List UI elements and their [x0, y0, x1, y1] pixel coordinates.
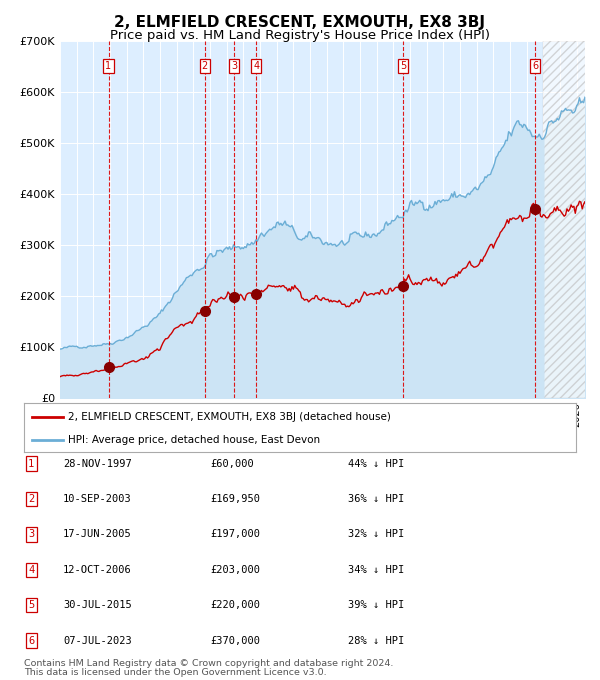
Text: 2: 2 — [28, 494, 34, 504]
Text: 36% ↓ HPI: 36% ↓ HPI — [348, 494, 404, 504]
Text: 3: 3 — [231, 61, 238, 71]
Text: £60,000: £60,000 — [210, 459, 254, 469]
Text: 28-NOV-1997: 28-NOV-1997 — [63, 459, 132, 469]
Text: 2: 2 — [202, 61, 208, 71]
Text: 6: 6 — [28, 636, 34, 645]
Text: 3: 3 — [28, 530, 34, 539]
Text: 1: 1 — [106, 61, 112, 71]
Text: 1: 1 — [28, 459, 34, 469]
Text: £169,950: £169,950 — [210, 494, 260, 504]
Text: 34% ↓ HPI: 34% ↓ HPI — [348, 565, 404, 575]
Text: 2, ELMFIELD CRESCENT, EXMOUTH, EX8 3BJ (detached house): 2, ELMFIELD CRESCENT, EXMOUTH, EX8 3BJ (… — [68, 412, 391, 422]
Text: £370,000: £370,000 — [210, 636, 260, 645]
Text: Price paid vs. HM Land Registry's House Price Index (HPI): Price paid vs. HM Land Registry's House … — [110, 29, 490, 42]
Text: 5: 5 — [400, 61, 406, 71]
Text: 17-JUN-2005: 17-JUN-2005 — [63, 530, 132, 539]
Text: 30-JUL-2015: 30-JUL-2015 — [63, 600, 132, 610]
Text: 07-JUL-2023: 07-JUL-2023 — [63, 636, 132, 645]
Text: This data is licensed under the Open Government Licence v3.0.: This data is licensed under the Open Gov… — [24, 668, 326, 677]
Text: Contains HM Land Registry data © Crown copyright and database right 2024.: Contains HM Land Registry data © Crown c… — [24, 659, 394, 668]
Text: 10-SEP-2003: 10-SEP-2003 — [63, 494, 132, 504]
Text: 44% ↓ HPI: 44% ↓ HPI — [348, 459, 404, 469]
Text: 4: 4 — [253, 61, 259, 71]
Text: 2, ELMFIELD CRESCENT, EXMOUTH, EX8 3BJ: 2, ELMFIELD CRESCENT, EXMOUTH, EX8 3BJ — [115, 15, 485, 30]
Text: 32% ↓ HPI: 32% ↓ HPI — [348, 530, 404, 539]
Text: 5: 5 — [28, 600, 34, 610]
Text: 4: 4 — [28, 565, 34, 575]
Text: 39% ↓ HPI: 39% ↓ HPI — [348, 600, 404, 610]
Text: 12-OCT-2006: 12-OCT-2006 — [63, 565, 132, 575]
Text: £197,000: £197,000 — [210, 530, 260, 539]
Text: HPI: Average price, detached house, East Devon: HPI: Average price, detached house, East… — [68, 435, 320, 445]
Text: £203,000: £203,000 — [210, 565, 260, 575]
Text: 28% ↓ HPI: 28% ↓ HPI — [348, 636, 404, 645]
Text: £220,000: £220,000 — [210, 600, 260, 610]
Text: 6: 6 — [532, 61, 538, 71]
